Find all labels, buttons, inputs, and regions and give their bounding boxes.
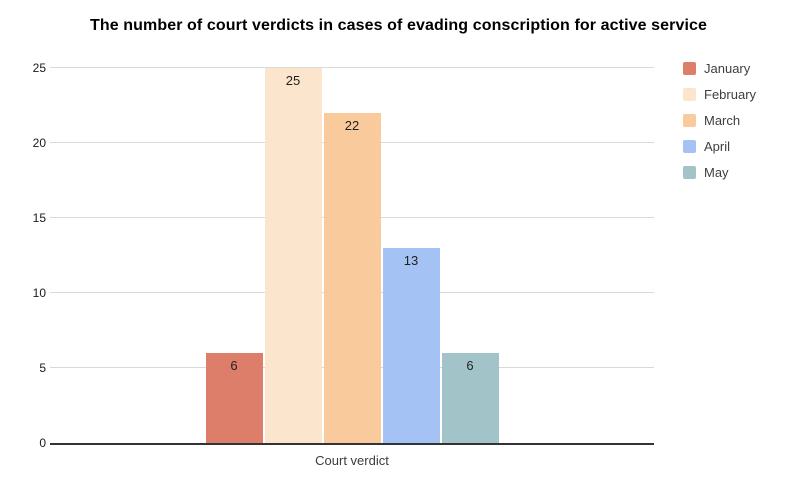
gridline-y-25 [50,67,654,68]
bar-april: 13 [382,248,440,443]
bar-value-label: 6 [230,358,238,373]
legend-label: April [704,138,731,154]
bar-value-label: 6 [466,358,474,373]
legend-swatch-icon [683,165,696,179]
legend-swatch-icon [683,113,696,127]
bar-february: 25 [264,68,322,443]
chart-title: The number of court verdicts in cases of… [89,17,708,34]
bar-value-label: 13 [403,253,419,268]
y-tick-label-15: 15 [32,211,46,225]
legend-swatch-icon [683,87,696,101]
legend-item-april: April [683,138,756,154]
y-tick-label-5: 5 [39,361,46,375]
y-tick-label-20: 20 [32,136,46,150]
legend-swatch-icon [683,139,696,153]
legend-item-may: May [683,164,756,180]
plot-area: 6 25 22 13 6 [50,67,654,445]
bar-value-label: 22 [344,118,360,133]
legend-label: March [704,112,741,128]
bar-march: 22 [323,113,381,443]
x-axis-label: Court verdict [315,453,389,468]
bar-may: 6 [441,353,499,443]
y-tick-label-10: 10 [32,286,46,300]
legend-label: January [704,60,751,76]
legend: January February March April May [683,61,756,191]
y-tick-label-0: 0 [39,436,46,450]
bar-value-label: 25 [285,73,301,88]
legend-item-january: January [683,60,756,76]
legend-label: February [704,86,757,102]
legend-swatch-icon [683,61,696,75]
legend-item-march: March [683,112,756,128]
legend-item-february: February [683,86,757,102]
y-tick-label-25: 25 [32,61,46,75]
bar-january: 6 [205,353,263,443]
y-axis: 0 5 10 15 20 25 [0,61,46,450]
legend-label: May [704,164,729,180]
